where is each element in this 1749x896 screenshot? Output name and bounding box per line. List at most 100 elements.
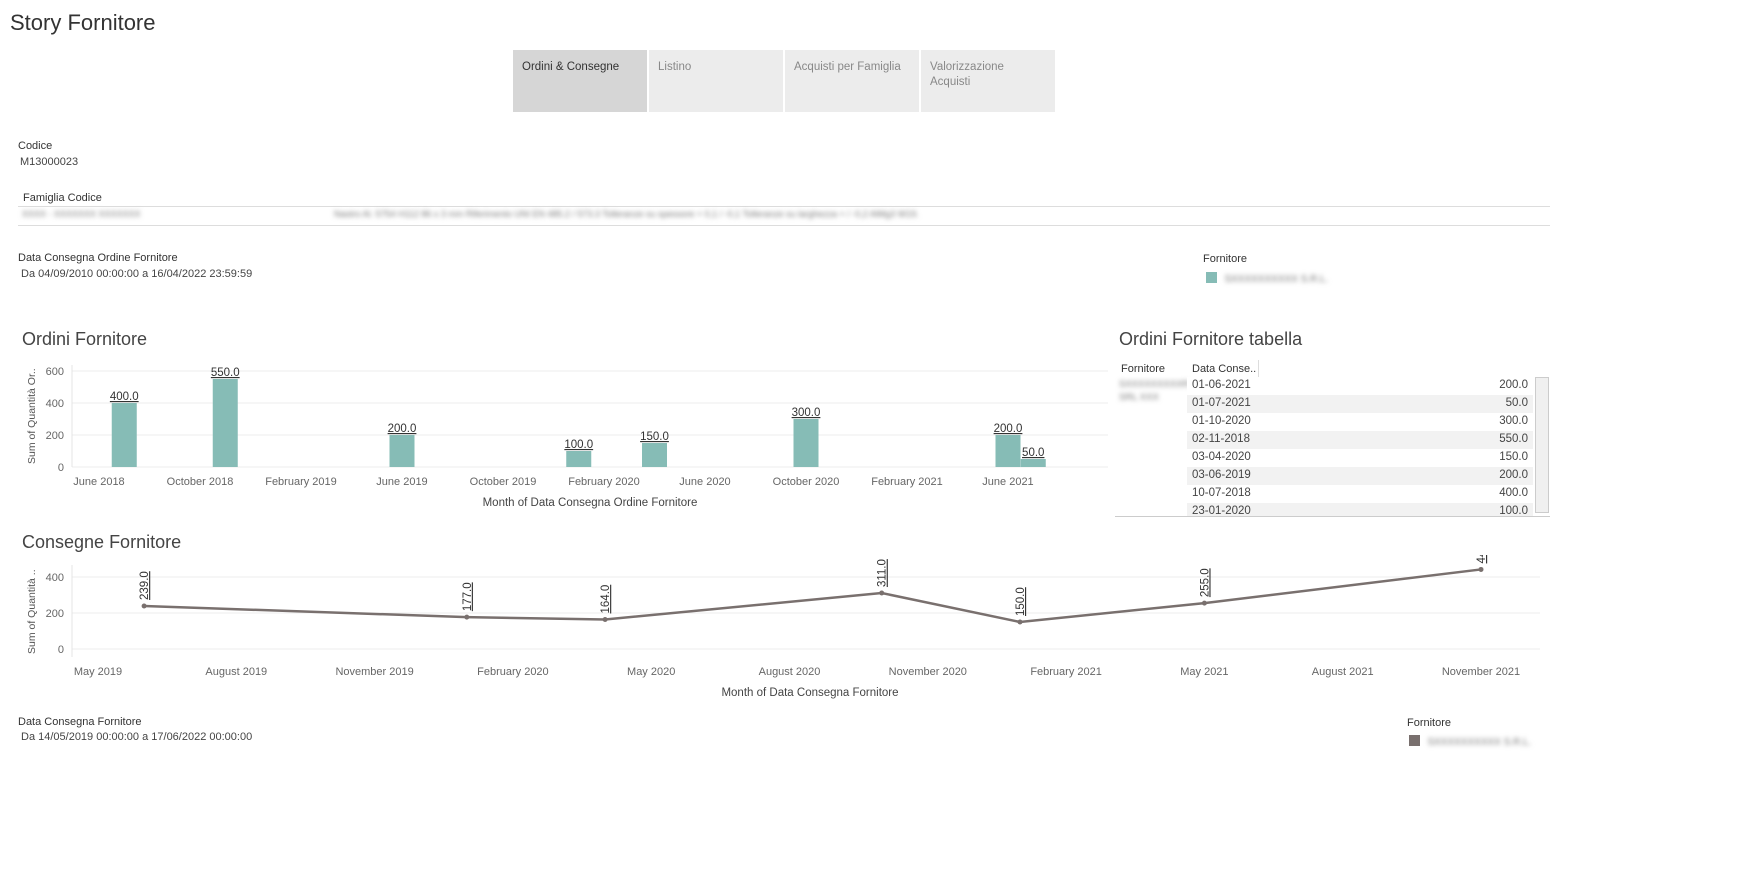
x-tick-label: February 2019	[265, 476, 337, 488]
x-tick-label: October 2019	[470, 476, 537, 488]
table-row[interactable]: 03-06-2019 200.0	[1187, 467, 1533, 485]
bar	[111, 403, 137, 467]
bar-value-label: 200.0	[388, 423, 417, 435]
table-cell-value: 100.0	[1499, 505, 1528, 517]
x-tick-label: June 2018	[73, 476, 124, 488]
y-tick-label: 400	[46, 572, 64, 584]
table-cell-value: 550.0	[1499, 433, 1528, 445]
tab-valorizzazione-acquisti[interactable]: Valorizzazione Acquisti	[921, 50, 1055, 112]
point-value-label: 150.0	[1015, 587, 1027, 616]
table-scrollbar[interactable]	[1535, 377, 1549, 513]
bar-value-label: 300.0	[792, 407, 821, 419]
tab-label: Ordini & Consegne	[522, 61, 620, 73]
bar-value-label: 200.0	[994, 423, 1023, 435]
y-tick-label: 200	[46, 608, 64, 620]
y-tick-label: 600	[46, 366, 64, 378]
bar-value-label: 550.0	[211, 367, 240, 379]
legend-item-bottom[interactable]: SXXXXXXXXXX S.R.L.	[1409, 732, 1531, 750]
point-value-label: 164.0	[600, 585, 612, 614]
table-row[interactable]: 01-10-2020 300.0	[1187, 413, 1533, 431]
x-tick-label: May 2021	[1180, 666, 1228, 678]
famiglia-value-code: XXXX - XXXXXXX XXXXXXX	[22, 209, 141, 219]
data-consegna-filter-value[interactable]: Da 14/05/2019 00:00:00 a 17/06/2022 00:0…	[21, 731, 253, 743]
bar-value-label: 150.0	[640, 431, 669, 443]
data-ordine-filter-value[interactable]: Da 04/09/2010 00:00:00 a 16/04/2022 23:5…	[21, 268, 253, 280]
bar	[212, 379, 238, 467]
table-cell-value: 300.0	[1499, 415, 1528, 427]
table-row[interactable]: 10-07-2018 400.0	[1187, 485, 1533, 503]
ordini-table[interactable]: Fornitore Data Conse.. SXXXXXXXXXR SRL X…	[1115, 360, 1550, 517]
legend-item[interactable]: SXXXXXXXXXX S.R.L.	[1206, 269, 1328, 287]
legend-item-label: SXXXXXXXXXX S.R.L.	[1224, 274, 1329, 285]
data-point	[1201, 600, 1207, 606]
table-cell-value: 200.0	[1499, 469, 1528, 481]
bar	[995, 435, 1021, 467]
tab-ordini-consegne[interactable]: Ordini & Consegne	[513, 50, 647, 112]
story-title: Story Fornitore	[10, 10, 156, 35]
table-cell-value: 200.0	[1499, 379, 1528, 391]
tab-label: Acquisti per Famiglia	[794, 61, 901, 73]
x-tick-label: June 2019	[376, 476, 427, 488]
data-point	[602, 616, 608, 622]
x-tick-label: October 2018	[167, 476, 234, 488]
table-cell-date: 03-06-2019	[1192, 469, 1251, 481]
bar	[793, 419, 819, 467]
table-cell-date: 01-07-2021	[1192, 397, 1251, 409]
x-tick-label: February 2021	[1030, 666, 1102, 678]
table-fornitore-cell: SXXXXXXXXXR SRL XXX	[1119, 378, 1189, 404]
tab-listino[interactable]: Listino	[649, 50, 783, 112]
x-tick-label: February 2020	[477, 666, 549, 678]
bar-value-label: 50.0	[1022, 447, 1044, 459]
table-header-fornitore: Fornitore	[1121, 363, 1166, 375]
table-cell-date: 01-06-2021	[1192, 379, 1251, 391]
consegne-x-axis-title: Month of Data Consegna Fornitore	[721, 687, 898, 699]
bar-value-label: 400.0	[110, 391, 139, 403]
consegne-chart-title: Consegne Fornitore	[22, 532, 182, 552]
data-point	[464, 614, 470, 620]
bar	[1020, 459, 1046, 467]
table-row[interactable]: 02-11-2018 550.0	[1187, 431, 1533, 449]
point-value-label: 177.0	[462, 582, 474, 611]
codice-filter-value[interactable]: M13000023	[20, 156, 79, 168]
y-tick-label: 0	[58, 644, 64, 656]
data-point	[1017, 619, 1023, 625]
table-cell-date: 03-04-2020	[1192, 451, 1251, 463]
x-tick-label: May 2019	[74, 666, 122, 678]
y-tick-label: 400	[46, 398, 64, 410]
legend-title-bottom: Fornitore	[1407, 717, 1452, 729]
x-tick-label: November 2021	[1442, 666, 1520, 678]
table-row[interactable]: 01-07-2021 50.0	[1187, 395, 1533, 413]
legend-swatch-bottom	[1409, 735, 1420, 747]
table-row[interactable]: 03-04-2020 150.0	[1187, 449, 1533, 467]
x-tick-label: February 2020	[568, 476, 640, 488]
x-tick-label: June 2020	[679, 476, 730, 488]
y-tick-label: 0	[58, 462, 64, 474]
legend-item-bottom-label: SXXXXXXXXXX S.R.L.	[1427, 737, 1532, 748]
table-row[interactable]: 23-01-2020 100.0	[1187, 503, 1533, 517]
table-cell-date: 02-11-2018	[1192, 433, 1250, 445]
ordini-bar-chart: 400.0 550.0 200.0 100.0 150.0 300.0 200.0 50.0 0…	[46, 365, 1108, 509]
x-tick-label: November 2020	[889, 666, 967, 678]
famiglia-filter-label: Famiglia Codice	[23, 192, 102, 204]
tab-label: Valorizzazione Acquisti	[930, 61, 1004, 88]
bar	[389, 435, 415, 467]
table-cell-date: 01-10-2020	[1192, 415, 1251, 427]
data-point	[879, 590, 885, 596]
point-value-label: 442.0	[1476, 555, 1488, 563]
x-tick-label: May 2020	[627, 666, 675, 678]
tab-acquisti-famiglia[interactable]: Acquisti per Famiglia	[785, 50, 919, 112]
bar-value-label: 100.0	[564, 439, 593, 451]
x-tick-label: November 2019	[335, 666, 413, 678]
famiglia-filter-box[interactable]: XXXX - XXXXXXX XXXXXXX Nastro Al. 5754 H…	[18, 206, 1550, 226]
table-row[interactable]: 01-06-2021 200.0	[1187, 377, 1533, 395]
x-tick-label: August 2019	[205, 666, 267, 678]
data-point	[141, 603, 147, 609]
table-cell-value: 400.0	[1499, 487, 1528, 499]
x-tick-label: February 2021	[871, 476, 943, 488]
table-cell-value: 150.0	[1499, 451, 1528, 463]
bar	[642, 443, 667, 467]
y-tick-label: 200	[46, 430, 64, 442]
point-value-label: 255.0	[1199, 568, 1211, 597]
consegne-line-chart: 0 200 400 May 2019 August 2019 November 2019 F…	[46, 555, 1540, 699]
data-ordine-filter-label: Data Consegna Ordine Fornitore	[18, 252, 178, 264]
